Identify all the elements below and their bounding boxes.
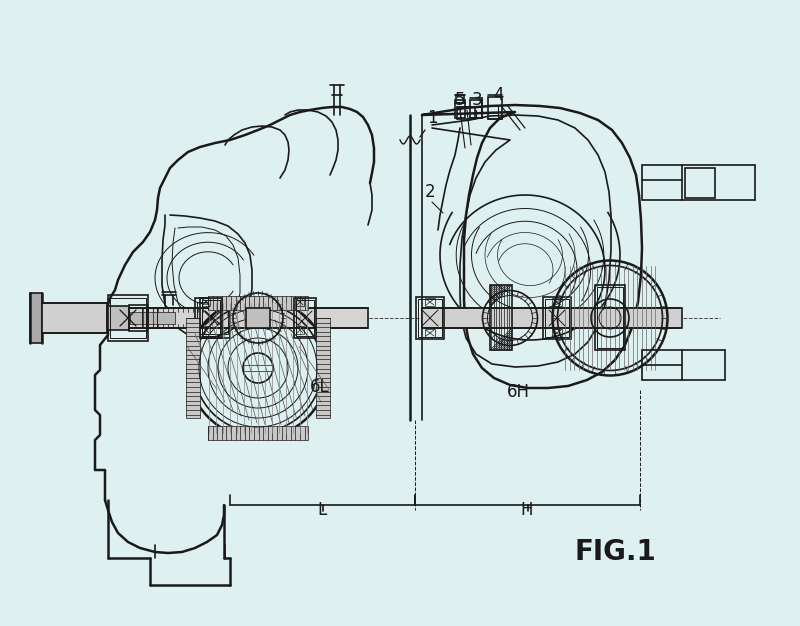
Bar bbox=[685, 168, 715, 198]
Polygon shape bbox=[30, 293, 42, 343]
Bar bbox=[595, 285, 625, 350]
Bar bbox=[129, 305, 147, 331]
Bar bbox=[642, 165, 682, 200]
Bar bbox=[246, 308, 270, 328]
Bar bbox=[642, 350, 682, 380]
Bar bbox=[142, 308, 157, 328]
Bar bbox=[425, 329, 435, 337]
Bar bbox=[470, 100, 482, 118]
Bar bbox=[197, 302, 228, 334]
Text: 6L: 6L bbox=[310, 378, 330, 396]
Bar bbox=[552, 329, 562, 337]
Bar bbox=[490, 285, 512, 350]
Bar bbox=[107, 306, 129, 330]
Bar bbox=[425, 298, 435, 306]
Bar bbox=[208, 296, 308, 310]
Bar bbox=[202, 298, 210, 306]
Bar bbox=[108, 308, 368, 328]
Text: 3: 3 bbox=[472, 91, 482, 109]
Text: FIG.1: FIG.1 bbox=[574, 538, 656, 566]
Text: 6H: 6H bbox=[507, 383, 530, 401]
Bar bbox=[130, 312, 175, 324]
Bar bbox=[422, 308, 682, 328]
Bar bbox=[110, 298, 146, 338]
Bar bbox=[42, 303, 107, 333]
Bar bbox=[202, 326, 210, 334]
Bar bbox=[488, 97, 502, 119]
Bar bbox=[296, 300, 314, 336]
Bar bbox=[294, 298, 316, 338]
Bar bbox=[418, 299, 442, 337]
Bar bbox=[186, 318, 200, 418]
Bar bbox=[455, 100, 465, 118]
Bar bbox=[296, 298, 304, 306]
Text: 2: 2 bbox=[425, 183, 436, 201]
Bar bbox=[296, 326, 304, 334]
Bar bbox=[202, 300, 220, 336]
Text: H: H bbox=[521, 501, 534, 519]
Bar bbox=[200, 298, 222, 338]
Bar bbox=[195, 298, 230, 338]
Bar bbox=[543, 297, 571, 339]
Bar bbox=[552, 298, 562, 306]
Bar bbox=[456, 95, 464, 103]
Bar bbox=[416, 297, 444, 339]
Bar bbox=[208, 426, 308, 440]
Bar bbox=[457, 107, 475, 119]
Text: 4: 4 bbox=[493, 86, 503, 104]
Bar bbox=[597, 287, 623, 348]
Text: 1: 1 bbox=[427, 109, 438, 127]
Bar bbox=[108, 295, 148, 341]
Bar bbox=[316, 318, 330, 418]
Text: 5: 5 bbox=[455, 91, 466, 109]
Text: L: L bbox=[318, 501, 326, 519]
Bar bbox=[545, 299, 569, 337]
